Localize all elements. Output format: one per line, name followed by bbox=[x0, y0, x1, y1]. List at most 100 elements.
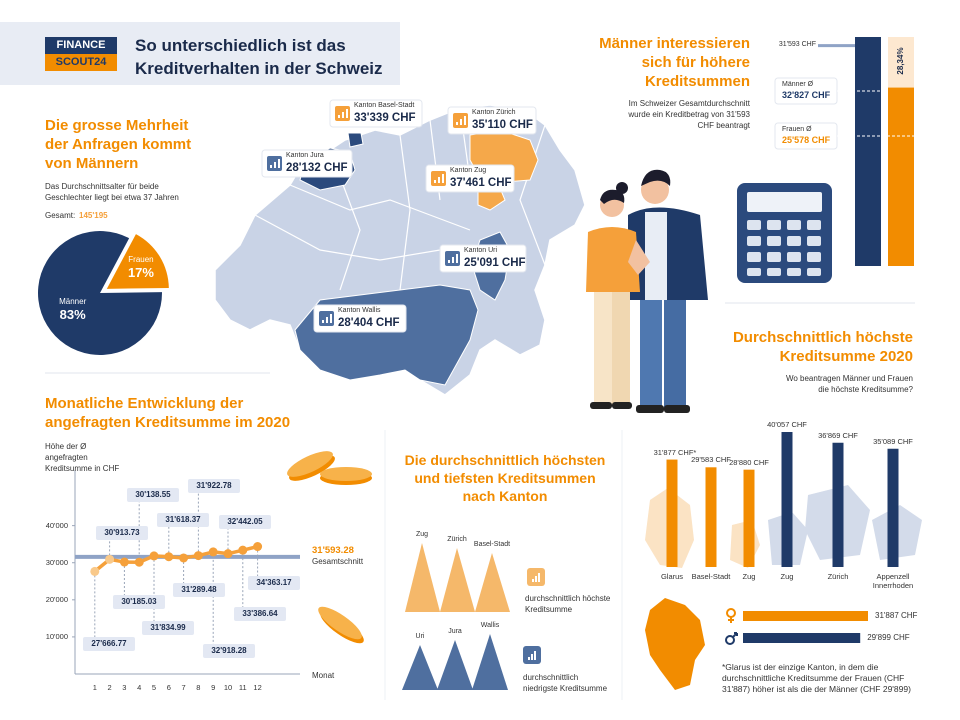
glarus-map bbox=[645, 598, 705, 690]
legend-icon-bar bbox=[531, 654, 533, 660]
map-canton-name: Kanton Zug bbox=[450, 167, 487, 174]
logo-text: SCOUT24 bbox=[55, 56, 107, 68]
line-point bbox=[238, 545, 248, 555]
bar-value-label: 40'057 CHF bbox=[767, 420, 807, 429]
pie-value: 83% bbox=[59, 306, 86, 322]
line-point bbox=[90, 566, 100, 576]
map-canton-value: 25'091 CHF bbox=[464, 257, 526, 269]
value-label-box bbox=[234, 607, 286, 621]
value-label: 34'363.17 bbox=[256, 578, 292, 587]
map-label-icon-bar bbox=[330, 314, 332, 323]
value-label: 31'922.78 bbox=[196, 481, 232, 490]
bar-value-label: 29'583 CHF bbox=[691, 455, 731, 465]
value-label: 32'442.05 bbox=[227, 517, 263, 526]
line-series bbox=[93, 544, 259, 573]
line-point bbox=[223, 549, 233, 559]
map-label-box bbox=[313, 304, 407, 333]
bar-category: Frauen Ø bbox=[782, 126, 812, 133]
x-tick-label: 5 bbox=[151, 683, 157, 692]
high-triangles bbox=[405, 543, 510, 612]
people-illustration bbox=[586, 169, 708, 413]
coins-illustration bbox=[287, 451, 372, 644]
bar bbox=[832, 442, 844, 567]
map-label-box bbox=[329, 99, 423, 128]
map-canton-value: 37'461 CHF bbox=[450, 177, 512, 189]
map-label-icon-bar bbox=[322, 320, 324, 323]
bar-value-label: 35'089 CHF bbox=[873, 436, 913, 446]
average-label: Gesamtschnitt bbox=[312, 556, 364, 566]
map-label-icon-bar bbox=[434, 180, 436, 183]
bar-category: Glarus bbox=[660, 572, 684, 581]
page-title: So unterschiedlich ist das Kreditverhalt… bbox=[135, 36, 383, 78]
bar-value: 32'827 CHF bbox=[782, 90, 831, 100]
map-label-icon-bar bbox=[342, 112, 344, 118]
average-value: 31'593.28 bbox=[312, 544, 354, 556]
bar-value-label: 31'877 CHF* bbox=[653, 447, 697, 457]
switzerland-map bbox=[214, 104, 586, 396]
value-label-box bbox=[219, 515, 271, 529]
map-label-icon-bar bbox=[452, 257, 454, 263]
y-tick-label: 20'000 bbox=[45, 594, 68, 604]
value-label-box bbox=[188, 479, 240, 493]
bar bbox=[743, 611, 868, 621]
section-title: Durchschnittlich höchste Kreditsumme 202… bbox=[732, 329, 913, 365]
map-canton-value: 28'404 CHF bbox=[338, 317, 400, 329]
section-title: Die grosse Mehrheit der Anfragen kommt v… bbox=[45, 117, 192, 172]
bar-category: Zürich bbox=[827, 572, 849, 581]
value-label: 27'666.77 bbox=[91, 639, 127, 648]
map-label-icon-bar bbox=[274, 162, 276, 168]
map-label-icon-bar bbox=[448, 260, 450, 263]
value-label: 30'138.55 bbox=[135, 490, 171, 499]
map-canton-name: Kanton Wallis bbox=[338, 307, 381, 314]
bar-value: 25'578 CHF bbox=[782, 135, 831, 145]
total-value: 145'195 bbox=[79, 211, 108, 220]
bar bbox=[666, 459, 678, 567]
section-title: Monatliche Entwicklung der angefragten K… bbox=[45, 395, 291, 431]
bar bbox=[705, 467, 717, 567]
line-point bbox=[179, 553, 189, 563]
legend-icon-bar bbox=[535, 576, 537, 582]
map-canton-value: 35'110 CHF bbox=[472, 119, 533, 131]
legend-icon-bar bbox=[528, 657, 530, 660]
bar-category: Appenzell Innerrhoden bbox=[872, 572, 914, 591]
y-tick-label: 10'000 bbox=[45, 631, 68, 641]
bar-value-label: 36'869 CHF bbox=[818, 430, 858, 440]
x-tick-label: 7 bbox=[181, 683, 186, 692]
difference-label: 28,34% bbox=[896, 47, 905, 75]
logo-text: FINANCE bbox=[56, 39, 106, 51]
section-title: Männer interessieren sich für höhere Kre… bbox=[599, 35, 750, 90]
line-point bbox=[134, 557, 144, 567]
value-label: 31'834.99 bbox=[150, 623, 186, 632]
map-canton-name: Kanton Zürich bbox=[472, 109, 516, 116]
bar bbox=[743, 469, 755, 567]
pie-label: Männer bbox=[59, 296, 87, 306]
difference-band bbox=[888, 37, 914, 88]
bar bbox=[887, 448, 899, 567]
x-tick-label: 2 bbox=[107, 683, 112, 692]
value-label-box bbox=[173, 583, 225, 597]
value-label-box bbox=[83, 637, 135, 651]
map-canton-name: Kanton Uri bbox=[464, 247, 498, 254]
value-label-box bbox=[203, 644, 255, 658]
average-label: 31'593 CHF bbox=[778, 40, 816, 48]
bar-category: Basel-Stadt bbox=[691, 572, 731, 581]
female-icon bbox=[726, 608, 736, 623]
map-label-box bbox=[447, 106, 537, 135]
value-label-box bbox=[113, 595, 165, 609]
line-point bbox=[253, 542, 263, 552]
male-icon bbox=[725, 632, 738, 645]
triangle-label: Zug bbox=[415, 531, 429, 538]
section-subtitle: Wo beantragen Männer und Frauen die höch… bbox=[785, 374, 913, 394]
value-label-box bbox=[157, 513, 209, 527]
section-text: Das Durchschnittsalter für beide Geschle… bbox=[45, 182, 179, 202]
pie-slice bbox=[106, 234, 169, 289]
pie-label: Frauen bbox=[128, 254, 154, 264]
bar-category: Männer Ø bbox=[782, 81, 814, 88]
bar-value-label: 29'899 CHF bbox=[867, 633, 910, 642]
value-label: 30'185.03 bbox=[121, 597, 157, 606]
x-tick-label: 6 bbox=[166, 683, 171, 692]
map-canton-name: Kanton Jura bbox=[286, 152, 324, 159]
logo-top bbox=[45, 37, 117, 54]
